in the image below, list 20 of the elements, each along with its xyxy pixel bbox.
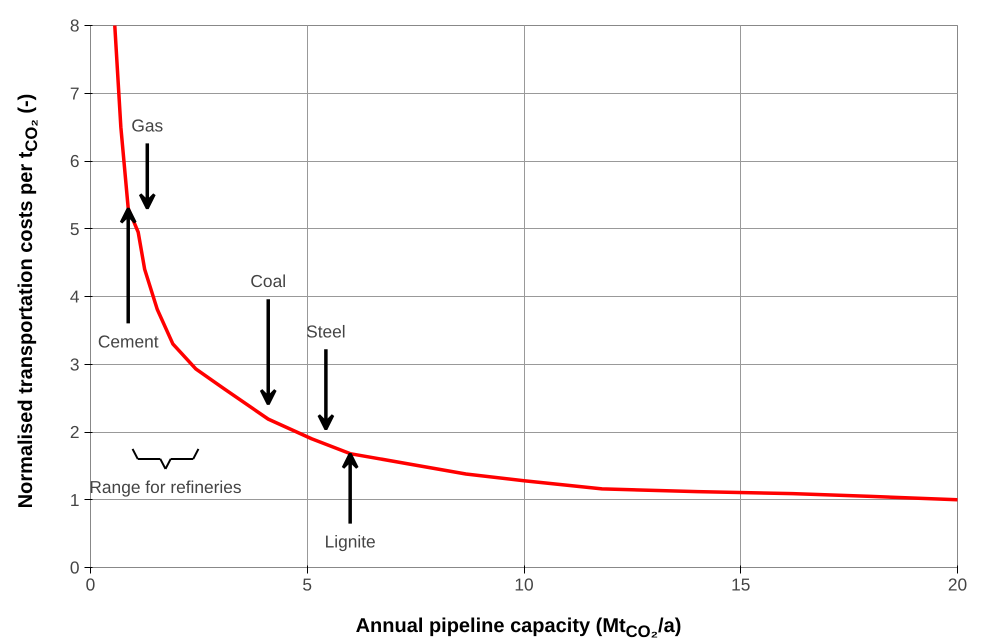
y-tick-label: 1 [70,490,80,510]
annotation: Lignite [324,532,376,552]
annotation: Coal [250,271,286,292]
x-tick-label: 10 [514,574,534,594]
x-tick-label: 15 [731,574,750,594]
y-tick-label: 5 [70,218,80,239]
y-tick-label: 3 [70,354,80,374]
y-tick-label: 0 [70,558,80,578]
annotation: Steel [306,321,346,342]
y-tick-label: 6 [70,151,80,171]
y-tick-label: 4 [70,286,80,306]
y-tick-label: 8 [70,16,80,36]
y-tick-label: 7 [70,83,80,104]
annotation: Cement [98,331,159,352]
annotation: Gas [131,115,164,136]
y-tick-label: 2 [70,422,80,442]
x-tick-label: 20 [948,574,968,594]
x-tick-label: 5 [302,574,312,594]
x-tick-label: 0 [86,574,96,594]
x-axis-title: Annual pipeline capacity (Mt$_{CO₂}$/a) [356,614,682,639]
